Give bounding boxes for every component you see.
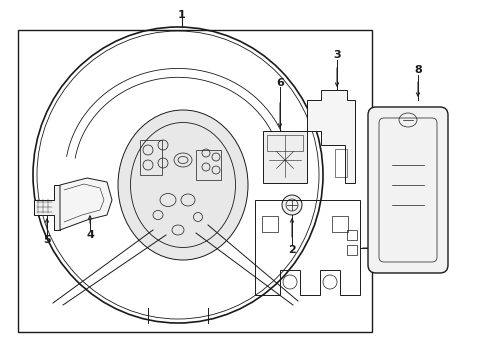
Bar	[262, 216, 278, 232]
Polygon shape	[60, 178, 112, 230]
Bar	[334, 149, 346, 177]
FancyBboxPatch shape	[367, 107, 447, 273]
Text: 3: 3	[332, 50, 340, 60]
Ellipse shape	[118, 110, 247, 260]
Text: 8: 8	[413, 65, 421, 75]
Text: 2: 2	[287, 245, 295, 255]
Bar	[196, 150, 221, 180]
Text: 4: 4	[86, 230, 94, 240]
Bar	[263, 131, 306, 183]
Bar	[266, 135, 303, 151]
Ellipse shape	[282, 195, 302, 215]
Text: 1: 1	[178, 10, 185, 20]
Text: 6: 6	[276, 78, 284, 88]
Bar	[140, 140, 162, 175]
Bar	[18, 30, 371, 332]
Bar	[331, 216, 347, 232]
Bar	[346, 245, 356, 255]
Text: 5: 5	[43, 235, 51, 245]
Polygon shape	[34, 185, 60, 230]
Text: 7: 7	[392, 243, 400, 253]
Polygon shape	[306, 90, 354, 183]
Bar	[346, 230, 356, 240]
